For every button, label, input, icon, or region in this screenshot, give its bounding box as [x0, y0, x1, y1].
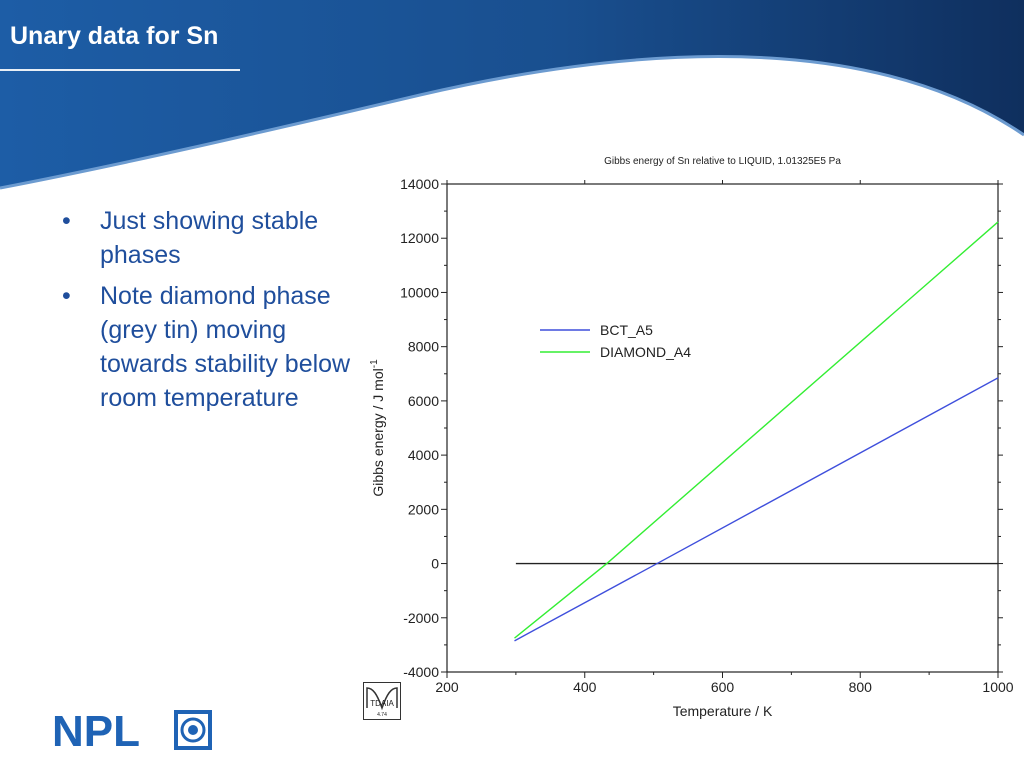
npl-logo: NPL [52, 708, 212, 752]
y-tick-label: 12000 [400, 230, 439, 246]
legend-label: BCT_A5 [600, 322, 653, 338]
x-tick-label: 600 [711, 679, 735, 695]
y-axis-label: Gibbs energy / J mol-1 [369, 359, 386, 497]
y-tick-label: -4000 [403, 664, 439, 680]
x-tick-label: 1000 [982, 679, 1013, 695]
bullet-dot: • [62, 207, 71, 235]
tdaia-logo-text: TDAIA [370, 699, 394, 708]
bullet-text: Note diamond phase (grey tin) moving tow… [100, 282, 351, 412]
npl-crest-icon [174, 710, 212, 750]
bullet-text: Just showing stable phases [100, 207, 319, 269]
y-tick-label: 8000 [408, 339, 439, 355]
series-line-bct-a5 [514, 377, 999, 642]
slide-title: Unary data for Sn [10, 22, 219, 50]
y-axis-label-superscript: -1 [369, 359, 380, 368]
x-tick-label: 400 [573, 679, 597, 695]
tdaia-logo: TDAIA 4.74 [363, 682, 401, 720]
bullet-item: • Just showing stable phases [62, 204, 362, 272]
y-tick-label: 14000 [400, 176, 439, 192]
y-tick-label: 2000 [408, 501, 439, 517]
series-line-diamond-a4 [514, 221, 999, 639]
header-band [0, 0, 1024, 190]
y-tick-label: 10000 [400, 284, 439, 300]
x-axis-label: Temperature / K [673, 703, 773, 719]
plot-frame [446, 183, 999, 673]
gibbs-energy-chart: Gibbs energy of Sn relative to LIQUID, 1… [369, 156, 1014, 719]
bullet-list: • Just showing stable phases • Note diam… [62, 204, 362, 422]
y-tick-label: 6000 [408, 393, 439, 409]
y-tick-label: -2000 [403, 610, 439, 626]
bullet-item: • Note diamond phase (grey tin) moving t… [62, 279, 362, 415]
x-tick-label: 800 [849, 679, 873, 695]
chart-title: Gibbs energy of Sn relative to LIQUID, 1… [604, 156, 841, 167]
x-tick-label: 200 [435, 679, 459, 695]
tdaia-logo-sub: 4.74 [377, 712, 387, 718]
y-tick-label: 0 [431, 556, 439, 572]
npl-logo-text: NPL [52, 708, 140, 752]
y-tick-label: 4000 [408, 447, 439, 463]
legend-label: DIAMOND_A4 [600, 344, 691, 360]
bullet-dot: • [62, 282, 71, 310]
